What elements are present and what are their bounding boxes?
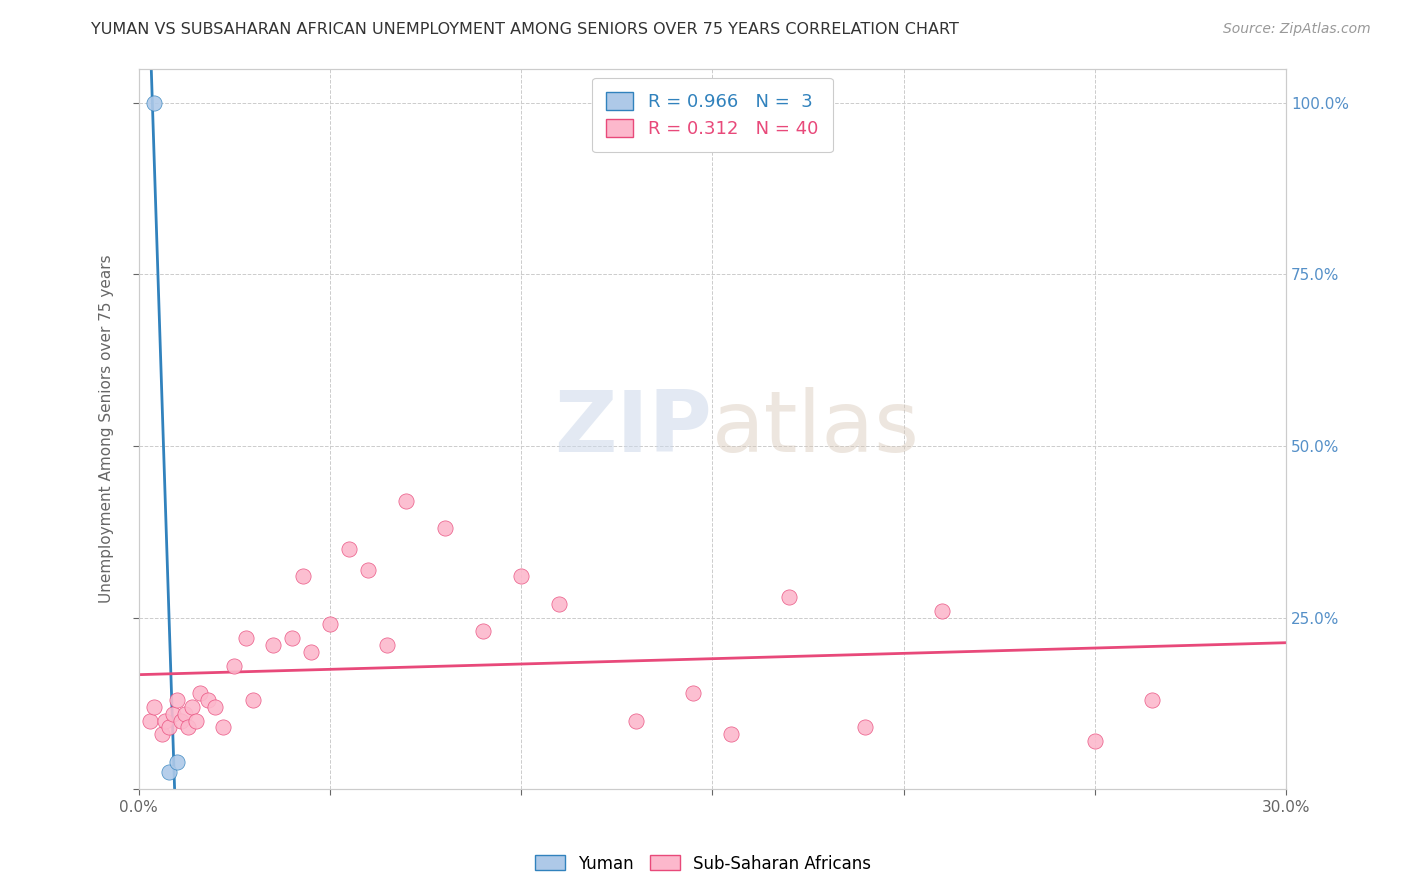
Point (682, 686, 704, 700)
Point (720, 727, 742, 741)
Point (510, 569, 533, 583)
Legend: Yuman, Sub-Saharan Africans: Yuman, Sub-Saharan Africans (527, 848, 879, 880)
Point (177, 720, 200, 734)
Point (204, 699, 226, 714)
Point (292, 569, 315, 583)
Point (188, 686, 211, 700)
Point (433, 521, 456, 535)
Point (778, 590, 800, 604)
Point (224, 658, 246, 673)
Point (157, 720, 180, 734)
Point (931, 604, 953, 618)
Point (157, 764, 180, 779)
Point (853, 720, 876, 734)
Point (375, 638, 398, 652)
Legend: R = 0.966   N =  3, R = 0.312   N = 40: R = 0.966 N = 3, R = 0.312 N = 40 (592, 78, 832, 153)
Point (162, 706, 184, 721)
Point (395, 494, 418, 508)
Point (155, 714, 177, 728)
Point (150, 727, 173, 741)
Point (166, 755, 188, 769)
Point (548, 597, 571, 611)
Point (319, 617, 342, 632)
Point (184, 714, 207, 728)
Point (299, 645, 322, 659)
Point (242, 693, 264, 707)
Y-axis label: Unemployment Among Seniors over 75 years: Unemployment Among Seniors over 75 years (100, 254, 114, 603)
Point (262, 638, 284, 652)
Point (624, 714, 647, 728)
Point (1140, 693, 1163, 707)
Point (143, 699, 166, 714)
Text: Source: ZipAtlas.com: Source: ZipAtlas.com (1223, 22, 1371, 37)
Point (197, 693, 219, 707)
Point (181, 699, 204, 714)
Point (235, 631, 257, 645)
Point (173, 706, 195, 721)
Point (139, 714, 162, 728)
Point (337, 541, 360, 556)
Point (471, 624, 494, 639)
Point (1084, 734, 1107, 748)
Point (357, 562, 380, 576)
Point (166, 693, 188, 707)
Point (211, 720, 233, 734)
Text: ZIP: ZIP (554, 387, 713, 470)
Point (280, 631, 302, 645)
Point (170, 714, 193, 728)
Text: YUMAN VS SUBSAHARAN AFRICAN UNEMPLOYMENT AMONG SENIORS OVER 75 YEARS CORRELATION: YUMAN VS SUBSAHARAN AFRICAN UNEMPLOYMENT… (91, 22, 959, 37)
Text: atlas: atlas (713, 387, 921, 470)
Point (143, 95, 166, 110)
